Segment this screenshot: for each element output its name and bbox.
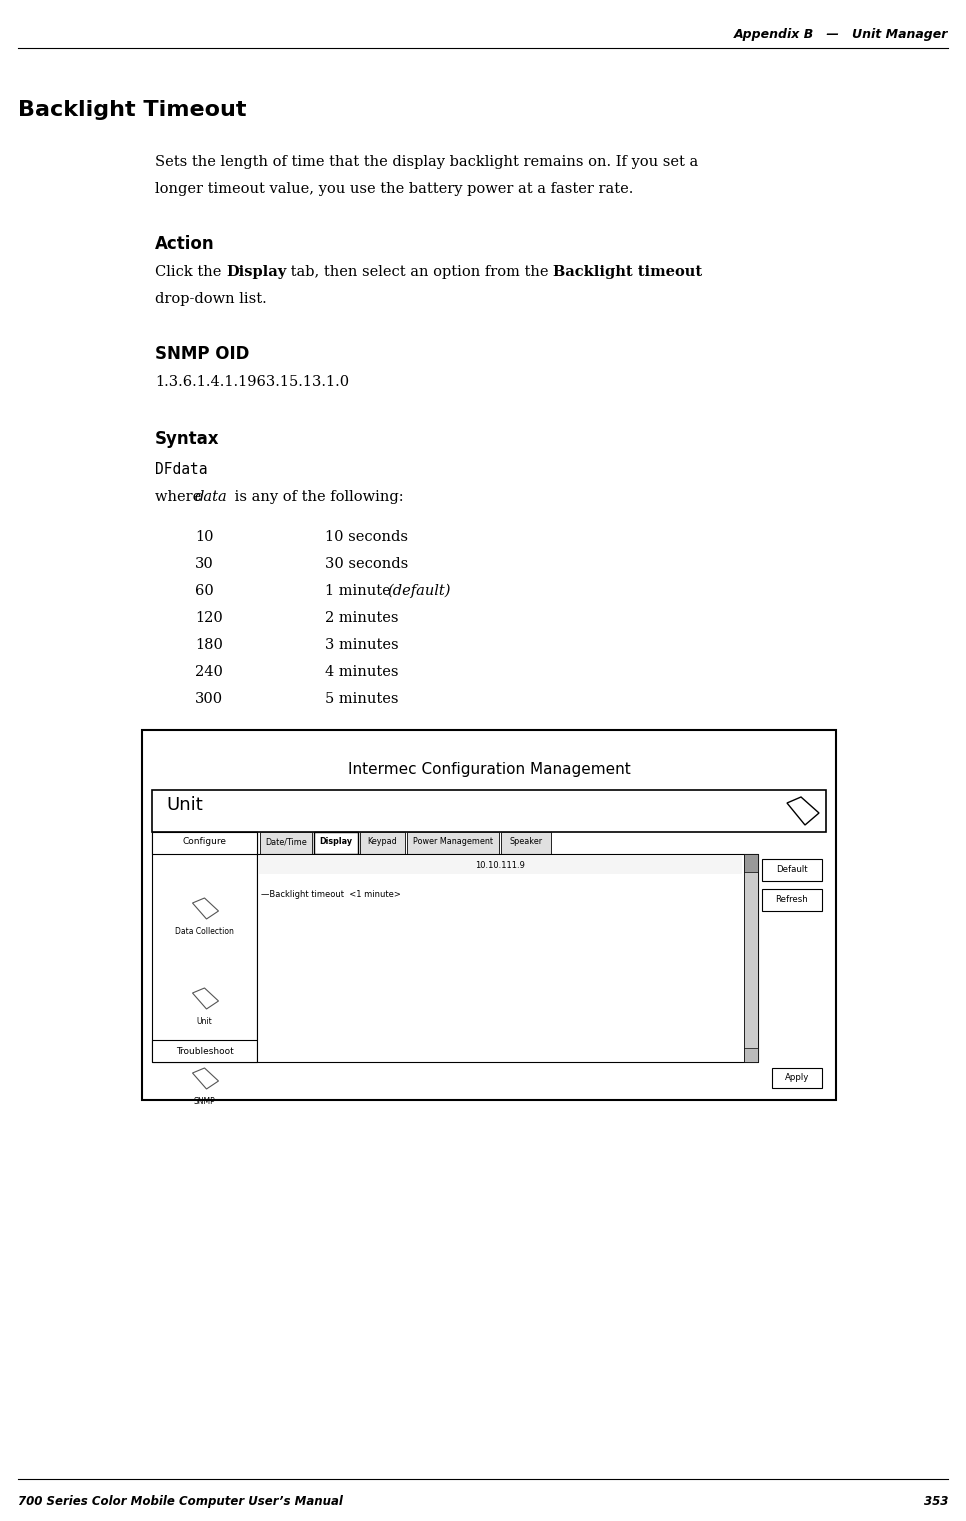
Text: Display: Display (320, 838, 353, 847)
Text: longer timeout value, you use the battery power at a faster rate.: longer timeout value, you use the batter… (155, 183, 634, 196)
Text: SNMP OID: SNMP OID (155, 345, 249, 364)
Text: Sets the length of time that the display backlight remains on. If you set a: Sets the length of time that the display… (155, 155, 698, 169)
Text: Intermec Configuration Management: Intermec Configuration Management (348, 762, 631, 777)
Text: SNMP: SNMP (193, 1097, 215, 1106)
Text: Click the: Click the (155, 265, 226, 278)
Text: 10: 10 (195, 529, 213, 545)
Bar (501, 832, 551, 853)
Text: Display: Display (226, 265, 286, 278)
Bar (257, 853, 758, 1062)
Text: 5 minutes: 5 minutes (325, 692, 399, 706)
Bar (314, 832, 358, 853)
Text: Syntax: Syntax (155, 430, 219, 449)
Text: 353: 353 (923, 1495, 948, 1507)
Bar (152, 789, 826, 832)
Polygon shape (192, 897, 218, 919)
Text: 180: 180 (195, 637, 223, 653)
Polygon shape (787, 797, 819, 824)
Text: 4 minutes: 4 minutes (325, 665, 399, 678)
Text: Backlight Timeout: Backlight Timeout (18, 100, 246, 120)
Text: 120: 120 (195, 611, 223, 625)
Text: 10 seconds: 10 seconds (325, 529, 408, 545)
Text: Troubleshoot: Troubleshoot (176, 1048, 234, 1057)
Bar (142, 730, 836, 1100)
Text: 30 seconds: 30 seconds (325, 557, 409, 570)
Text: Data Collection: Data Collection (175, 926, 234, 935)
Bar (259, 856, 742, 875)
Text: Refresh: Refresh (776, 896, 809, 905)
Text: tab, then select an option from the: tab, then select an option from the (286, 265, 554, 278)
Text: Unit: Unit (166, 795, 203, 814)
Text: Date/Time: Date/Time (265, 838, 307, 847)
Bar (744, 853, 758, 1062)
Text: is any of the following:: is any of the following: (230, 490, 404, 503)
Text: 10.10.111.9: 10.10.111.9 (475, 861, 526, 870)
Text: Speaker: Speaker (509, 838, 543, 847)
Text: Configure: Configure (183, 838, 226, 847)
Polygon shape (192, 989, 218, 1008)
Text: Appendix B   —   Unit Manager: Appendix B — Unit Manager (733, 27, 948, 41)
Bar (152, 1040, 257, 1062)
Bar (260, 832, 312, 853)
Bar (152, 832, 257, 1062)
Text: Apply: Apply (784, 1074, 810, 1083)
Polygon shape (192, 1068, 218, 1089)
Text: Unit: Unit (197, 1018, 213, 1027)
Text: 300: 300 (195, 692, 223, 706)
Text: where: where (155, 490, 206, 503)
Text: 1.3.6.1.4.1.1963.15.13.1.0: 1.3.6.1.4.1.1963.15.13.1.0 (155, 376, 349, 389)
Text: Action: Action (155, 236, 214, 252)
Text: data: data (195, 490, 228, 503)
Text: 3 minutes: 3 minutes (325, 637, 399, 653)
Bar (360, 832, 405, 853)
Bar (772, 1068, 822, 1088)
Text: Default: Default (777, 865, 808, 875)
Bar (407, 832, 499, 853)
Text: 700 Series Color Mobile Computer User’s Manual: 700 Series Color Mobile Computer User’s … (18, 1495, 343, 1507)
Bar (762, 859, 822, 881)
Bar (762, 888, 822, 911)
Text: Backlight timeout: Backlight timeout (554, 265, 702, 278)
Text: DFdata: DFdata (155, 462, 208, 478)
Text: (default): (default) (387, 584, 450, 598)
Text: 2 minutes: 2 minutes (325, 611, 399, 625)
Bar (152, 832, 257, 853)
Text: 240: 240 (195, 665, 223, 678)
Text: 30: 30 (195, 557, 213, 570)
Bar (744, 1048, 758, 1062)
Text: drop-down list.: drop-down list. (155, 292, 267, 306)
Text: Keypad: Keypad (368, 838, 397, 847)
Text: —Backlight timeout  <1 minute>: —Backlight timeout <1 minute> (261, 890, 401, 899)
Text: 1 minute: 1 minute (325, 584, 395, 598)
Text: 60: 60 (195, 584, 213, 598)
Text: Power Management: Power Management (413, 838, 493, 847)
Bar (744, 853, 758, 872)
